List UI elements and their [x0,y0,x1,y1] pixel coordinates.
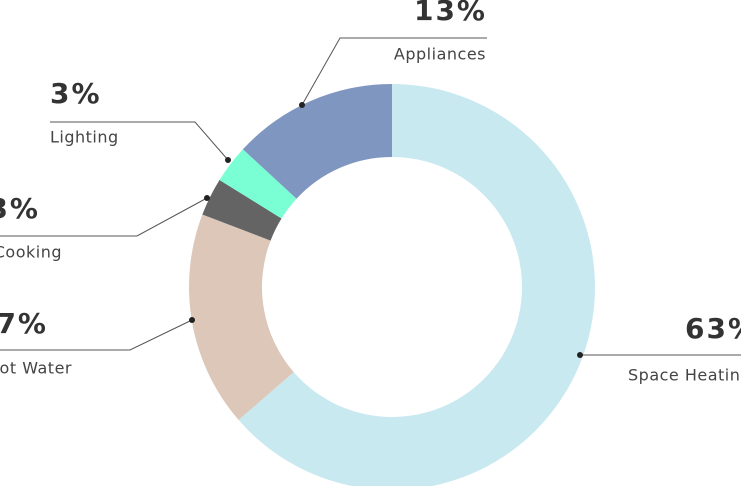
leader-line [0,197,208,237]
leader-line [0,319,193,351]
slice [242,84,392,199]
slice [189,214,294,420]
category-label: Appliances [394,45,486,64]
value-label: 3% [50,77,102,110]
value-label: 3% [0,192,40,225]
leader-dot [577,352,583,358]
value-label: 13% [414,0,487,27]
leader-line [50,121,229,161]
leader-dot [204,195,210,201]
leader-dot [189,317,195,323]
slice [219,149,297,219]
category-label: Cooking [0,243,62,262]
value-label: 63% [685,312,741,345]
category-label: Hot Water [0,359,72,378]
leader-dot [299,102,305,108]
leader-dot [225,157,231,163]
slice [202,179,282,241]
value-label: 17% [0,307,48,340]
category-label: Space Heating [628,366,741,385]
leader-line [301,37,487,106]
category-label: Lighting [50,128,119,147]
slice [238,84,595,486]
